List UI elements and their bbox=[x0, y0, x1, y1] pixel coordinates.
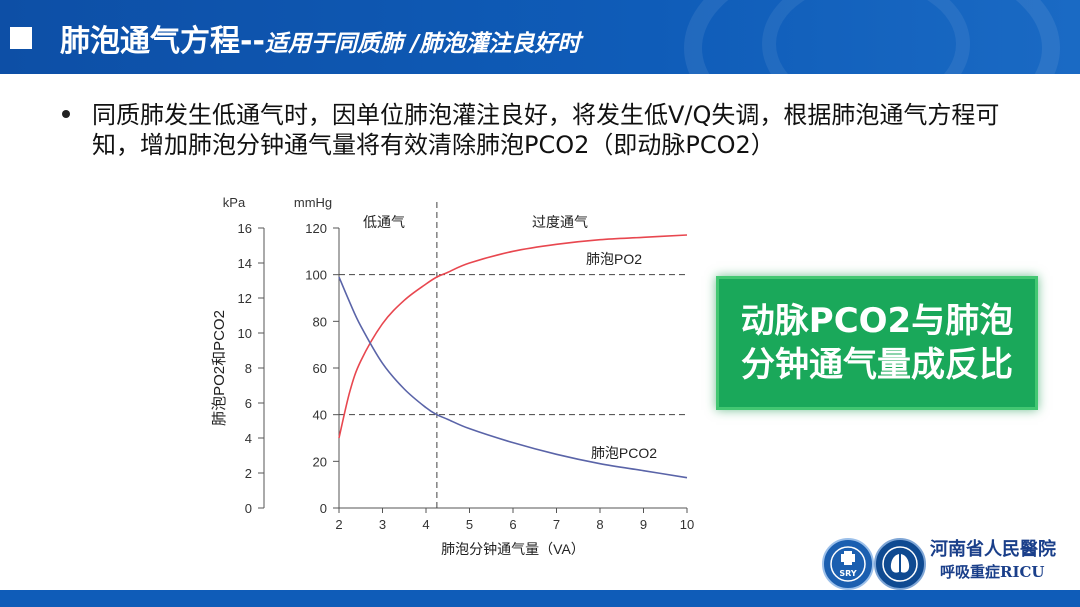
title-main: 肺泡通气方程-- bbox=[60, 24, 265, 59]
series-label-po2: 肺泡PO2 bbox=[586, 251, 642, 267]
y-left-tick-label: 14 bbox=[238, 256, 252, 271]
x-tick-label: 7 bbox=[553, 517, 560, 532]
x-tick-label: 8 bbox=[596, 517, 603, 532]
y-right-unit: mmHg bbox=[294, 195, 332, 210]
y-axis-label: 肺泡PO2和PCO2 bbox=[211, 310, 228, 426]
region-label-hyperventilation: 过度通气 bbox=[532, 214, 588, 230]
x-tick-label: 5 bbox=[466, 517, 473, 532]
callout-text: 动脉PCO2与肺泡 分钟通气量成反比 bbox=[741, 299, 1013, 387]
y-left-tick-label: 10 bbox=[238, 326, 252, 341]
series-line-pco2 bbox=[338, 276, 688, 479]
y-right-tick-label: 20 bbox=[313, 454, 327, 469]
callout-line-1: 动脉PCO2与肺泡 bbox=[740, 301, 1014, 341]
slide-title: 肺泡通气方程--适用于同质肺 /肺泡灌注良好时 bbox=[60, 16, 580, 60]
bullet-dot-icon bbox=[62, 110, 70, 118]
callout-box: 动脉PCO2与肺泡 分钟通气量成反比 bbox=[716, 276, 1038, 410]
callout-line-2: 分钟通气量成反比 bbox=[741, 345, 1013, 385]
unit-name: 呼吸重症RICU bbox=[940, 563, 1045, 581]
x-axis-label: 肺泡分钟通气量（VA） bbox=[441, 541, 585, 557]
series-label-pco2: 肺泡PCO2 bbox=[591, 445, 657, 461]
title-bar: 肺泡通气方程--适用于同质肺 /肺泡灌注良好时 bbox=[0, 0, 1080, 74]
hospital-name: 河南省人民醫院 bbox=[930, 539, 1056, 560]
hospital-logo-ricu bbox=[874, 538, 926, 590]
y-right-tick-label: 120 bbox=[305, 221, 327, 236]
y-left-tick-label: 2 bbox=[245, 466, 252, 481]
title-subtitle: 适用于同质肺 /肺泡灌注良好时 bbox=[264, 31, 581, 57]
region-label-hypoventilation: 低通气 bbox=[363, 214, 405, 230]
x-tick-label: 9 bbox=[640, 517, 647, 532]
y-right-tick-label: 0 bbox=[320, 501, 327, 516]
x-tick-label: 2 bbox=[335, 517, 342, 532]
logo1-text: SRY bbox=[839, 569, 856, 578]
x-tick-label: 4 bbox=[422, 517, 429, 532]
y-left-unit: kPa bbox=[223, 195, 246, 210]
footer-bar bbox=[0, 590, 1080, 607]
y-right-tick-label: 60 bbox=[313, 361, 327, 376]
y-right-tick-label: 80 bbox=[313, 314, 327, 329]
title-square-icon bbox=[10, 27, 32, 49]
y-left-tick-label: 8 bbox=[245, 361, 252, 376]
sry-cross-icon: SRY bbox=[830, 546, 866, 582]
y-right-tick-label: 100 bbox=[305, 268, 327, 283]
series-line-po2 bbox=[338, 234, 688, 439]
y-left-tick-label: 6 bbox=[245, 396, 252, 411]
hospital-name-block: 河南省人民醫院 呼吸重症RICU bbox=[930, 539, 1056, 583]
y-left-tick-label: 4 bbox=[245, 431, 252, 446]
header-decoration-inner bbox=[762, 0, 970, 74]
bullet-text: 同质肺发生低通气时，因单位肺泡灌注良好，将发生低V/Q失调，根据肺泡通气方程可知… bbox=[92, 101, 1000, 159]
x-tick-label: 10 bbox=[680, 517, 694, 532]
y-left-tick-label: 12 bbox=[238, 291, 252, 306]
lungs-icon bbox=[882, 546, 918, 582]
y-left-tick-label: 16 bbox=[238, 221, 252, 236]
hospital-logo-sry: SRY bbox=[822, 538, 874, 590]
y-left-tick-label: 0 bbox=[245, 501, 252, 516]
y-right-tick-label: 40 bbox=[313, 408, 327, 423]
x-tick-label: 6 bbox=[509, 517, 516, 532]
x-tick-label: 3 bbox=[379, 517, 386, 532]
